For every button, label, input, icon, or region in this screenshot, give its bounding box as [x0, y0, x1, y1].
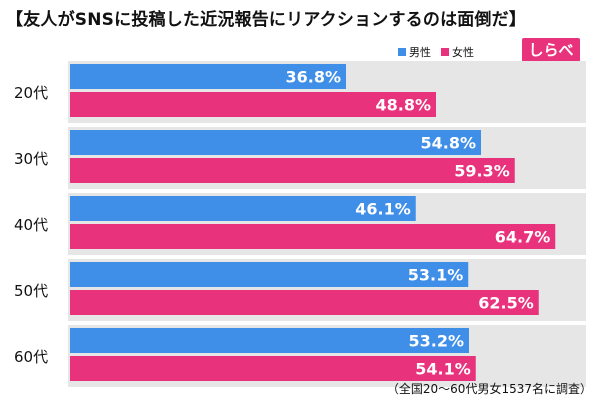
data-label-s0-1: 54.8% — [420, 134, 476, 153]
data-label-s1-1: 59.3% — [454, 162, 510, 181]
bar-s1-4 — [70, 356, 476, 381]
legend-item-female: 女性 — [441, 44, 474, 60]
bar-s1-3 — [70, 290, 539, 315]
legend-swatch-male — [398, 48, 406, 56]
bar-s1-1 — [70, 158, 515, 183]
legend-label-male: 男性 — [409, 46, 431, 59]
category-label-3: 50代 — [14, 282, 48, 300]
category-label-1: 30代 — [14, 150, 48, 168]
bar-s0-1 — [70, 130, 481, 155]
data-label-s1-3: 62.5% — [478, 294, 534, 313]
chart-title: 【友人がSNSに投稿した近況報告にリアクションするのは面倒だ】 — [6, 10, 527, 30]
category-label-2: 40代 — [14, 216, 48, 234]
data-label-s0-2: 46.1% — [355, 200, 411, 219]
bar-s0-4 — [70, 328, 469, 353]
bar-s0-2 — [70, 196, 416, 221]
data-label-s0-3: 53.1% — [408, 266, 464, 285]
category-label-0: 20代 — [14, 84, 48, 102]
bar-s1-0 — [70, 92, 436, 117]
legend: 男性 女性 — [398, 44, 484, 60]
data-label-s0-0: 36.8% — [285, 68, 341, 87]
legend-label-female: 女性 — [452, 46, 474, 59]
data-label-s0-4: 53.2% — [408, 332, 464, 351]
bar-s0-3 — [70, 262, 469, 287]
data-label-s1-2: 64.7% — [495, 228, 551, 247]
category-label-4: 60代 — [14, 348, 48, 366]
footnote: （全国20〜60代男女1537名に調査） — [386, 382, 592, 396]
bar-s0-0 — [70, 64, 346, 89]
legend-item-male: 男性 — [398, 44, 431, 60]
data-label-s1-4: 54.1% — [415, 360, 471, 379]
data-label-s1-0: 48.8% — [375, 96, 431, 115]
bar-s1-2 — [70, 224, 556, 249]
legend-swatch-female — [441, 48, 449, 56]
